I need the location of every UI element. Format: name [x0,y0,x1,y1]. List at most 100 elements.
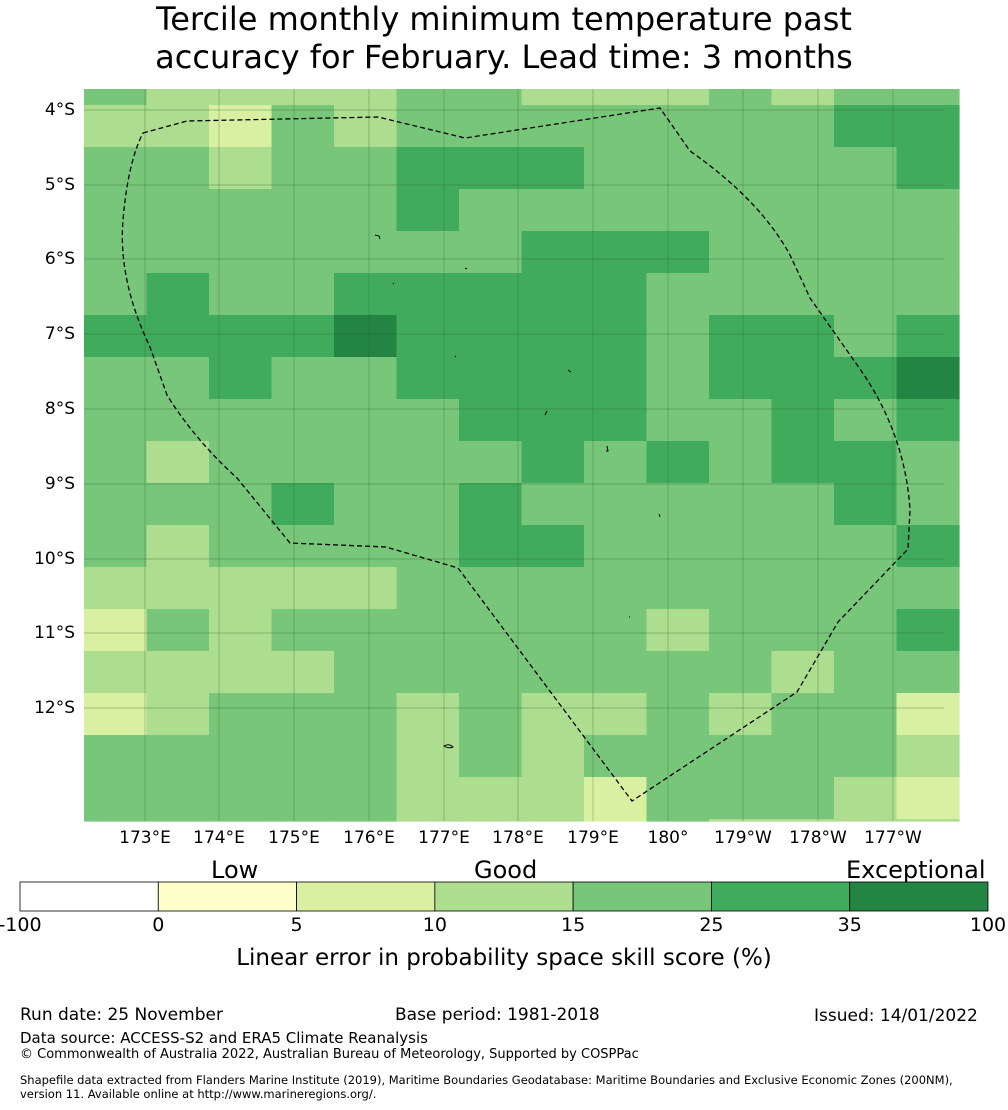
shapefile-credit-line-2: version 11. Available online at http://w… [20,1087,377,1101]
island-outline [392,282,395,285]
grid-cell [896,231,960,274]
grid-cell [271,273,335,316]
grid-cell [709,399,773,442]
grid-cell [146,273,210,316]
legend-category-low: Low [211,856,259,884]
grid-cell [459,273,523,316]
grid-cell [396,483,460,526]
grid-cell [896,273,960,316]
latitude-label: 8°S [44,399,75,419]
grid-cell [459,693,523,736]
grid-cell [459,609,523,652]
grid-cell [459,105,523,148]
grid-cell [896,105,960,148]
grid-cell [521,567,585,610]
grid-cell [271,399,335,442]
grid-cell [521,189,585,232]
grid-cell [834,693,898,736]
grid-cell [84,231,148,274]
grid-cell [584,651,648,694]
grid-cell [834,651,898,694]
grid-cell [209,231,273,274]
grid-cell [834,441,898,484]
grid-cell [896,609,960,652]
grid-cell [521,315,585,358]
skill-grid-cells [84,89,960,822]
grid-cell [646,483,710,526]
longitude-label: 174°E [193,828,245,848]
grid-cell [209,819,273,822]
colorbar-segment [434,881,574,912]
latitude-label: 5°S [44,175,75,195]
grid-cell [271,315,335,358]
grid-cell [834,273,898,316]
longitude-label: 180° [647,828,689,848]
grid-cell [709,567,773,610]
colorbar [19,881,989,912]
grid-cell [896,147,960,190]
grid-cell [84,777,148,820]
grid-cell [271,525,335,568]
grid-cell [396,273,460,316]
grid-cell [146,315,210,358]
grid-cell [771,525,835,568]
grid-cell [146,693,210,736]
grid-cell [521,777,585,820]
island-outline [658,513,661,518]
grid-cell [521,89,585,106]
grid-cell [896,315,960,358]
grid-cell [334,189,398,232]
grid-cell [209,609,273,652]
grid-cell [896,567,960,610]
grid-cell [521,231,585,274]
grid-cell [396,105,460,148]
grid-cell [334,819,398,822]
colorbar-segment [572,881,712,912]
grid-cell [459,89,523,106]
grid-cell [271,735,335,778]
grid-cell [646,147,710,190]
grid-cell [771,651,835,694]
grid-cell [209,105,273,148]
grid-cell [334,147,398,190]
grid-cell [771,693,835,736]
grid-cell [646,105,710,148]
grid-cell [84,693,148,736]
grid-cell [834,483,898,526]
grid-cell [834,777,898,820]
colorbar-tick-label: 15 [561,914,586,936]
grid-cell [896,441,960,484]
grid-cell [271,483,335,526]
grid-cell [334,441,398,484]
grid-cell [459,777,523,820]
grid-cell [396,819,460,822]
grid-cell [84,525,148,568]
grid-cell [396,525,460,568]
grid-cell [146,609,210,652]
grid-cell [709,89,773,106]
grid-cell [84,273,148,316]
grid-cell [584,819,648,822]
colorbar-tick-label: 5 [290,914,303,936]
grid-cell [146,525,210,568]
grid-cell [271,231,335,274]
grid-cell [334,651,398,694]
grid-cell [146,231,210,274]
grid-cell [771,105,835,148]
grid-cell [521,147,585,190]
grid-cell [84,315,148,358]
grid-cell [84,819,148,822]
grid-cell [459,231,523,274]
grid-cell [396,147,460,190]
grid-cell [271,105,335,148]
grid-cell [896,357,960,400]
grid-cell [646,89,710,106]
latitude-label: 4°S [44,100,75,120]
title-line-1: Tercile monthly minimum temperature past [156,0,852,38]
legend-category-good: Good [474,856,538,884]
island-outline [567,369,572,373]
grid-cell [146,819,210,822]
grid-cell [771,231,835,274]
grid-cell [834,567,898,610]
grid-cell [896,483,960,526]
